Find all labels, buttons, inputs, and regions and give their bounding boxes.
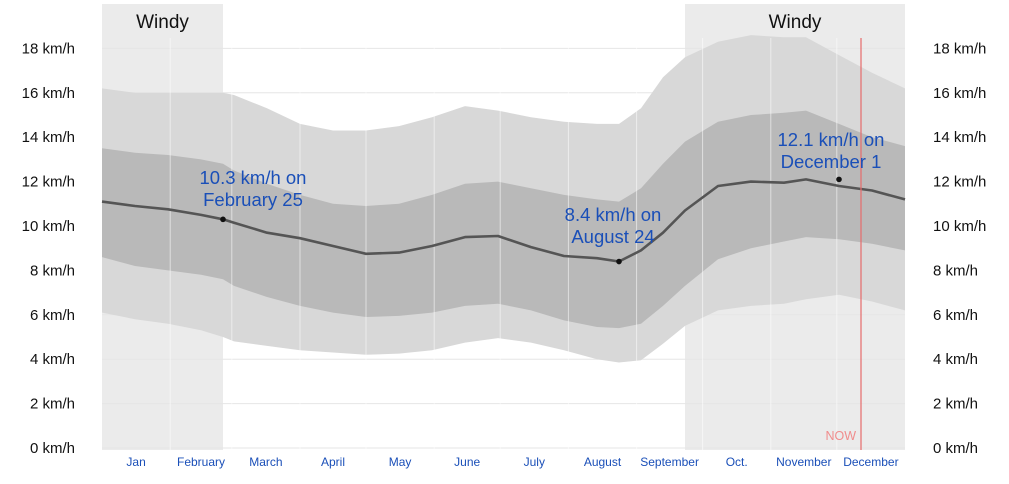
x-tick-label: December	[843, 455, 898, 469]
percentile-bands	[102, 35, 905, 363]
average-line-group	[101, 178, 906, 263]
y-tick-label: 16 km/h	[22, 85, 75, 102]
y-axis-right: 0 km/h 2 km/h 4 km/h 6 km/h 8 km/h 10 km/h 12 …	[933, 40, 986, 457]
x-tick-label: May	[389, 455, 412, 469]
x-tick-label: July	[524, 455, 545, 469]
x-tick-label: June	[454, 455, 480, 469]
y-tick-label: 12 km/h	[22, 174, 75, 191]
annotation-label: 10.3 km/h on	[200, 167, 307, 188]
y-tick-label: 2 km/h	[933, 396, 978, 413]
y-tick-label: 12 km/h	[933, 174, 986, 191]
annotation-point	[616, 258, 622, 265]
x-tick-label: Jan	[126, 455, 145, 469]
annotation-point	[220, 216, 226, 223]
month-dividers	[169, 38, 838, 450]
y-tick-label: 4 km/h	[933, 351, 978, 368]
y-tick-label: 18 km/h	[933, 40, 986, 57]
x-tick-label: November	[776, 455, 831, 469]
x-tick-label: April	[321, 455, 345, 469]
y-tick-label: 6 km/h	[30, 307, 75, 324]
windy-period-label: Windy	[136, 12, 189, 33]
y-tick-label: 14 km/h	[22, 129, 75, 146]
y-tick-label: 6 km/h	[933, 307, 978, 324]
annotation-label: August 24	[571, 226, 654, 247]
now-label: NOW	[825, 429, 856, 443]
annotation-label: December 1	[781, 151, 882, 172]
average-wind-line	[101, 178, 906, 263]
y-tick-label: 8 km/h	[933, 262, 978, 279]
y-tick-label: 14 km/h	[933, 129, 986, 146]
x-tick-label: August	[584, 455, 622, 469]
y-tick-label: 16 km/h	[933, 85, 986, 102]
y-axis-left: 0 km/h 2 km/h 4 km/h 6 km/h 8 km/h 10 km/h 12 …	[22, 40, 75, 457]
y-tick-label: 0 km/h	[933, 440, 978, 457]
annotation-point	[836, 176, 842, 183]
x-tick-label: March	[249, 455, 282, 469]
x-tick-label: Oct.	[726, 455, 748, 469]
y-tick-label: 10 km/h	[22, 218, 75, 235]
p25-p75-band	[102, 110, 905, 329]
y-tick-label: 0 km/h	[30, 440, 75, 457]
x-axis-months: Jan February March April May June July August Se…	[126, 455, 898, 469]
x-tick-label: February	[177, 455, 225, 469]
y-tick-label: 18 km/h	[22, 40, 75, 57]
y-tick-label: 10 km/h	[933, 218, 986, 235]
y-tick-label: 8 km/h	[30, 262, 75, 279]
y-tick-label: 4 km/h	[30, 351, 75, 368]
annotation-label: February 25	[203, 189, 303, 210]
windy-period-label: Windy	[769, 12, 822, 33]
y-tick-label: 2 km/h	[30, 396, 75, 413]
annotation-label: 12.1 km/h on	[778, 129, 885, 150]
now-marker: NOW	[825, 38, 862, 450]
annotation-label: 8.4 km/h on	[565, 204, 662, 225]
x-tick-label: September	[640, 455, 699, 469]
